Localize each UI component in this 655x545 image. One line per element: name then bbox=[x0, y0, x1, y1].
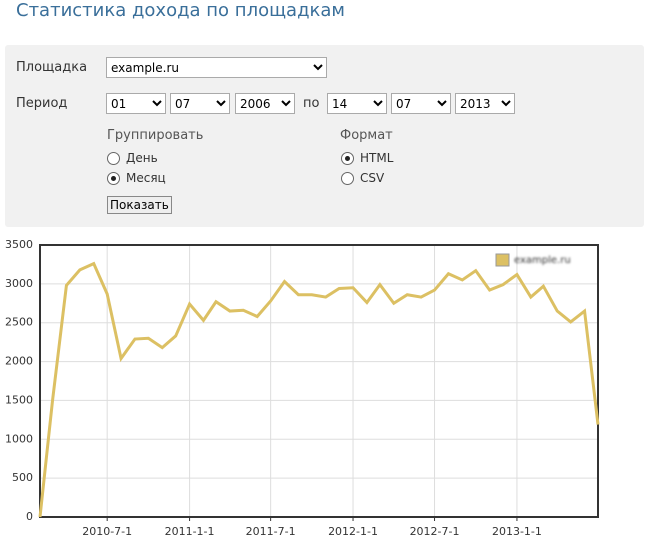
y-tick-label: 1000 bbox=[5, 432, 33, 445]
x-tick-label: 2012-1-1 bbox=[328, 525, 378, 538]
y-tick-label: 2500 bbox=[5, 316, 33, 329]
month-select[interactable]: 07 bbox=[170, 93, 230, 114]
x-tick-label: 2012-7-1 bbox=[410, 525, 460, 538]
radio-label: Месяц bbox=[126, 171, 166, 185]
label: по bbox=[303, 96, 320, 111]
radio[interactable] bbox=[107, 172, 120, 185]
y-tick-label: 1500 bbox=[5, 393, 33, 406]
plot-frame bbox=[39, 244, 599, 518]
label: Площадка bbox=[16, 60, 88, 75]
legend-swatch bbox=[495, 253, 510, 267]
y-tick-label: 0 bbox=[26, 510, 33, 523]
legend-label: example.ru bbox=[514, 255, 571, 266]
x-tick-label: 2011-7-1 bbox=[246, 525, 296, 538]
radio-label: HTML bbox=[360, 151, 394, 165]
label: Группировать bbox=[107, 128, 204, 143]
radio-label: CSV bbox=[360, 171, 385, 185]
y-tick-label: 3000 bbox=[5, 277, 33, 290]
x-tick-label: 2013-1-1 bbox=[492, 525, 542, 538]
day-select[interactable]: 01 bbox=[106, 93, 166, 114]
radio-label: День bbox=[126, 151, 158, 165]
series-line bbox=[38, 261, 600, 518]
x-tick-label: 2010-7-1 bbox=[82, 525, 132, 538]
chart: 0 500 1000 1500 2000 2500 3000 3500 2010-7-1 2011… bbox=[5, 238, 600, 538]
year-select[interactable]: 2013 bbox=[455, 93, 515, 114]
label: Формат bbox=[340, 128, 393, 143]
x-tick-label: 2011-1-1 bbox=[165, 525, 215, 538]
radio[interactable] bbox=[107, 152, 120, 165]
y-tick-label: 2000 bbox=[5, 355, 33, 368]
page-title: Статистика дохода по площадкам bbox=[16, 0, 345, 21]
y-tick-label: 3500 bbox=[5, 238, 33, 251]
day-select[interactable]: 14 bbox=[327, 93, 387, 114]
radio[interactable] bbox=[341, 152, 354, 165]
y-tick-label: 500 bbox=[12, 471, 33, 484]
site-select[interactable]: example.ru bbox=[106, 57, 327, 78]
year-select[interactable]: 2006 bbox=[235, 93, 295, 114]
label: Период bbox=[16, 96, 68, 111]
month-select[interactable]: 07 bbox=[391, 93, 451, 114]
radio[interactable] bbox=[341, 172, 354, 185]
show-button[interactable]: Показать bbox=[107, 196, 172, 214]
